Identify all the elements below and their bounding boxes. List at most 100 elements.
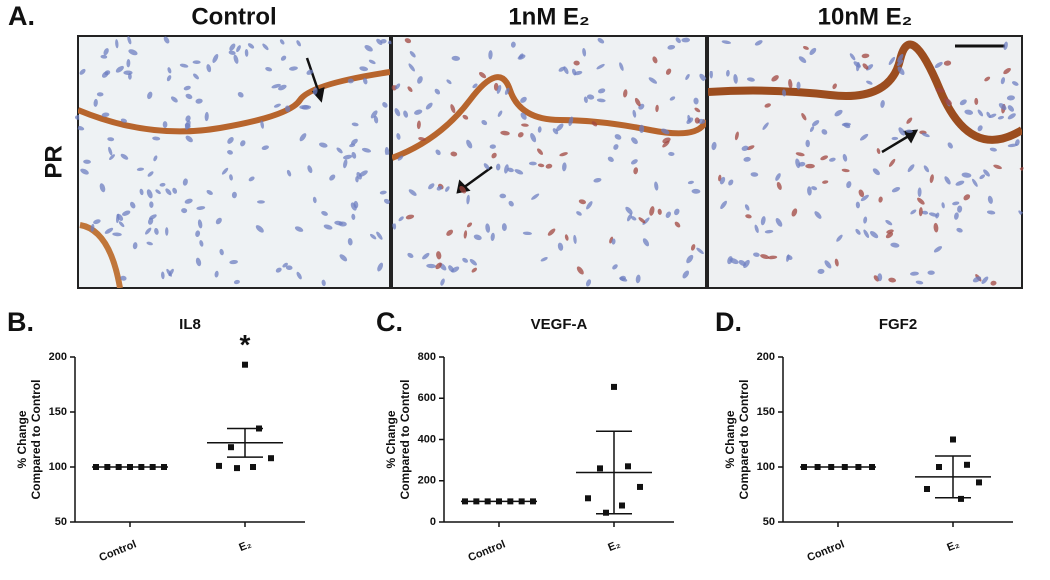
nucleus — [120, 118, 128, 123]
nucleus — [642, 238, 650, 247]
nucleus — [405, 214, 415, 220]
nucleus — [1015, 139, 1020, 146]
nucleus — [955, 180, 965, 186]
nucleus — [136, 167, 145, 171]
nucleus — [855, 228, 861, 235]
nucleus — [888, 56, 896, 66]
nucleus — [972, 276, 982, 283]
nucleus — [489, 144, 496, 149]
nucleus — [696, 247, 704, 255]
point — [530, 498, 536, 505]
point — [161, 464, 167, 470]
nucleus — [943, 60, 952, 66]
nucleus — [255, 225, 264, 233]
point — [104, 464, 111, 470]
nucleus — [878, 196, 883, 203]
chart-title: VEGF-A — [531, 316, 588, 333]
nucleus — [933, 222, 939, 233]
nucleus — [934, 61, 943, 69]
nucleus — [824, 260, 832, 269]
nucleus — [334, 220, 343, 226]
nucleus — [905, 129, 913, 133]
nucleus — [573, 234, 577, 245]
nucleus — [339, 254, 348, 262]
nucleus — [206, 189, 213, 196]
panel-label: A. — [8, 1, 35, 31]
nucleus — [376, 38, 383, 46]
nucleus — [986, 111, 991, 118]
nucleus — [233, 54, 239, 64]
y-tick-label: 50 — [55, 516, 67, 528]
nucleus — [104, 70, 111, 76]
nucleus — [801, 112, 807, 121]
nucleus — [764, 229, 774, 234]
nucleus — [227, 137, 234, 144]
nucleus — [183, 85, 191, 91]
nucleus — [687, 180, 694, 185]
nucleus — [329, 174, 336, 181]
nucleus — [404, 38, 412, 44]
nucleus — [964, 109, 974, 115]
nucleus — [540, 257, 548, 262]
nucleus — [80, 168, 89, 175]
nucleus — [802, 46, 809, 50]
nucleus — [842, 153, 848, 162]
nucleus — [99, 183, 106, 193]
nucleus — [343, 159, 348, 169]
nucleus — [273, 103, 281, 108]
nucleus — [814, 211, 822, 219]
nucleus — [321, 279, 326, 287]
nucleus — [312, 196, 317, 204]
nucleus — [699, 73, 707, 82]
nucleus — [880, 100, 885, 108]
nucleus — [1006, 95, 1015, 101]
nucleus — [214, 270, 219, 278]
nucleus — [863, 229, 870, 238]
nucleus — [450, 151, 458, 157]
nucleus — [426, 263, 437, 269]
y-tick-label: 50 — [763, 516, 775, 528]
point — [268, 455, 274, 462]
nucleus — [132, 242, 138, 250]
nucleus — [163, 36, 170, 44]
point — [801, 464, 807, 470]
nucleus — [285, 265, 293, 271]
nucleus — [418, 137, 426, 141]
nucleus — [963, 194, 971, 201]
nucleus — [795, 158, 801, 169]
nucleus — [836, 234, 843, 242]
nucleus — [619, 62, 624, 71]
nucleus — [256, 200, 265, 204]
nucleus — [998, 103, 1007, 111]
nucleus — [727, 256, 733, 265]
nucleus — [959, 99, 967, 106]
nucleus — [753, 252, 760, 257]
nucleus — [130, 201, 136, 209]
nucleus — [876, 148, 881, 155]
nucleus — [518, 53, 524, 59]
nucleus — [631, 159, 638, 165]
nucleus — [144, 227, 152, 235]
nucleus — [450, 104, 456, 114]
nucleus — [685, 73, 690, 80]
nucleus — [496, 85, 502, 94]
x-tick-label: E₂ — [945, 538, 961, 554]
nucleus — [681, 37, 691, 43]
nucleus — [817, 268, 825, 274]
point — [93, 464, 99, 470]
nucleus — [409, 50, 416, 58]
y-axis-label: Compared to Control — [737, 380, 751, 500]
nucleus — [961, 172, 972, 178]
nucleus — [1007, 113, 1016, 120]
nucleus — [531, 193, 540, 200]
nucleus — [796, 81, 801, 90]
nucleus — [596, 98, 606, 103]
nucleus — [877, 273, 883, 282]
point — [496, 498, 502, 505]
nucleus — [247, 43, 255, 49]
nucleus — [212, 53, 219, 63]
nucleus — [521, 123, 529, 127]
nucleus — [312, 87, 318, 95]
nucleus — [228, 50, 236, 55]
point — [216, 462, 222, 469]
